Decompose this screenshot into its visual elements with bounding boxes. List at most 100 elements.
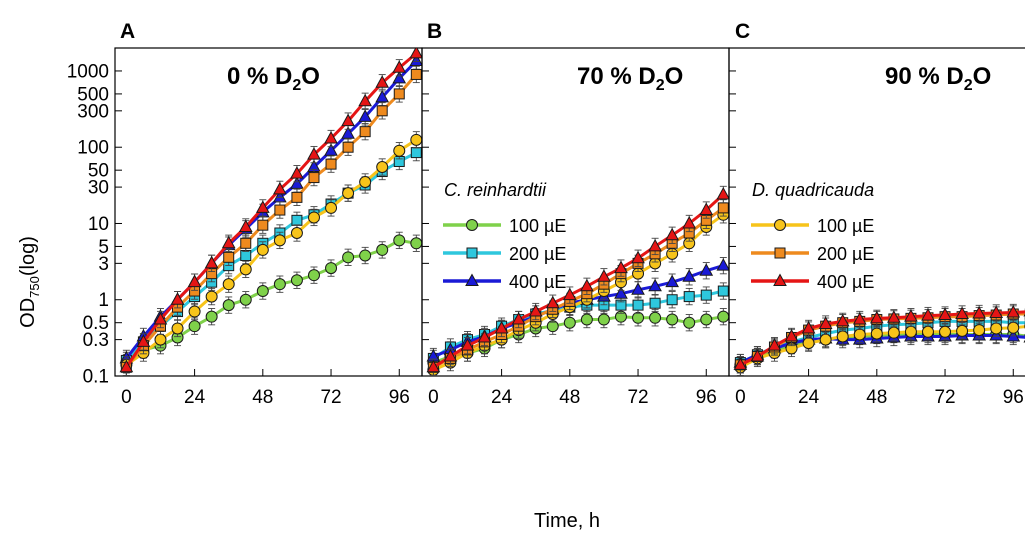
data-point-a-3-6 [222,278,235,291]
data-point-a-0-6 [222,299,235,312]
data-point-c-3-8 [870,327,883,340]
data-point-b-5-13 [648,238,662,252]
legend-label-cr-400: 400 µE [509,272,566,292]
data-point-a-4-14 [359,126,371,138]
y-tick-label: 100 [77,138,109,159]
data-point-b-2-16 [699,263,714,276]
series-line-a-4 [125,73,418,369]
plot-frame-b [421,47,730,377]
data-point-a-4-15 [376,105,388,117]
data-point-a-0-14 [359,249,372,262]
data-point-a-5-13 [341,113,355,127]
legend-label-dq-400: 400 µE [817,272,874,292]
legend-marker-cr-1 [466,247,478,259]
data-point-a-3-13 [342,187,355,200]
data-point-a-3-3 [171,322,184,335]
data-point-a-0-9 [273,278,286,291]
data-point-c-3-10 [904,325,917,338]
data-point-a-3-7 [239,263,252,276]
data-point-b-1-14 [666,294,678,306]
y-tick-label: 10 [88,214,109,235]
data-point-a-4-8 [257,219,269,231]
data-point-b-5-7 [545,295,560,309]
data-point-a-5-3 [170,292,185,305]
data-point-c-3-11 [921,325,934,338]
data-point-a-4-17 [410,68,422,80]
panel-title-b: 70 % D2O [577,63,683,94]
data-point-c-5-3 [784,328,799,342]
data-point-a-2-15 [375,89,390,103]
series-group-c [733,303,1025,376]
legend-label-cr-100: 100 µE [509,216,566,236]
data-point-b-5-14 [665,227,679,241]
data-point-b-0-15 [683,316,696,329]
data-point-c-5-4 [801,320,816,334]
data-point-b-5-9 [580,278,594,292]
data-point-b-5-3 [477,329,492,343]
data-point-b-5-12 [631,250,645,264]
y-tick-label: 0.1 [83,367,109,388]
data-point-a-5-4 [187,274,202,288]
data-point-a-3-2 [154,333,167,346]
data-point-a-3-15 [376,161,389,174]
data-point-c-5-9 [887,310,901,323]
data-point-b-2-14 [665,274,679,288]
data-point-c-3-5 [819,333,832,346]
x-tick-label: 48 [866,387,887,408]
x-tick-label: 96 [389,387,410,408]
data-point-c-3-13 [956,324,969,337]
data-point-b-0-8 [563,316,576,329]
legend-c-reinhardtii: C. reinhardtii 100 µE 200 µE 400 µE [443,180,566,292]
data-point-b-5-10 [597,269,611,282]
y-tick-label: 500 [77,84,109,105]
data-point-a-3-5 [205,290,218,303]
data-point-a-5-16 [392,60,407,73]
y-tick-label: 300 [77,101,109,122]
legend-marker-dq-1 [774,247,786,259]
legend-marker-cr-2 [465,273,479,286]
data-point-b-0-13 [649,311,662,324]
data-point-a-3-9 [273,234,286,247]
data-point-c-3-12 [939,325,952,338]
data-point-a-2-16 [392,70,407,84]
y-tick-label: 0.5 [83,313,109,334]
legend-label-dq-200: 200 µE [817,244,874,264]
panel-title-a: 0 % D2O [227,63,320,94]
data-point-a-5-8 [255,200,270,213]
data-point-a-3-11 [307,211,320,224]
data-point-a-5-14 [358,93,372,107]
data-point-a-0-15 [376,243,389,256]
plot-frame-c [728,47,1025,377]
data-point-c-5-6 [835,313,850,327]
data-point-a-2-14 [358,109,372,122]
legend-marker-cr-0 [466,219,478,231]
data-point-b-5-6 [528,304,543,317]
y-tick-label: 1000 [67,61,109,82]
data-point-b-0-10 [597,313,610,326]
legend-label-cr-200: 200 µE [509,244,566,264]
data-point-c-3-7 [853,328,866,341]
data-point-b-0-16 [700,313,713,326]
data-point-a-4-11 [308,172,320,184]
data-point-b-2-13 [648,278,662,292]
data-point-b-1-13 [649,297,661,309]
series-line-a-5 [125,52,418,369]
y-tick-label: 0.3 [83,330,109,351]
data-point-c-3-16 [1007,321,1020,334]
data-point-a-5-7 [238,219,253,232]
legend-title-d-quadricauda: D. quadricauda [752,180,874,200]
data-point-b-1-17 [717,285,729,297]
y-tick-label: 5 [98,237,109,258]
x-tick-label: 72 [627,387,648,408]
x-tick-label: 72 [320,387,341,408]
data-point-c-5-1 [750,348,765,362]
data-point-a-0-7 [239,293,252,306]
y-tick-label: 1 [98,290,109,311]
data-point-c-5-15 [989,305,1004,319]
data-point-c-3-15 [990,322,1003,335]
series-line-b-2 [432,264,724,358]
data-point-c-5-2 [767,338,782,351]
data-point-b-1-16 [700,289,712,301]
data-point-b-4-17 [717,202,729,214]
data-point-a-3-14 [359,175,372,188]
